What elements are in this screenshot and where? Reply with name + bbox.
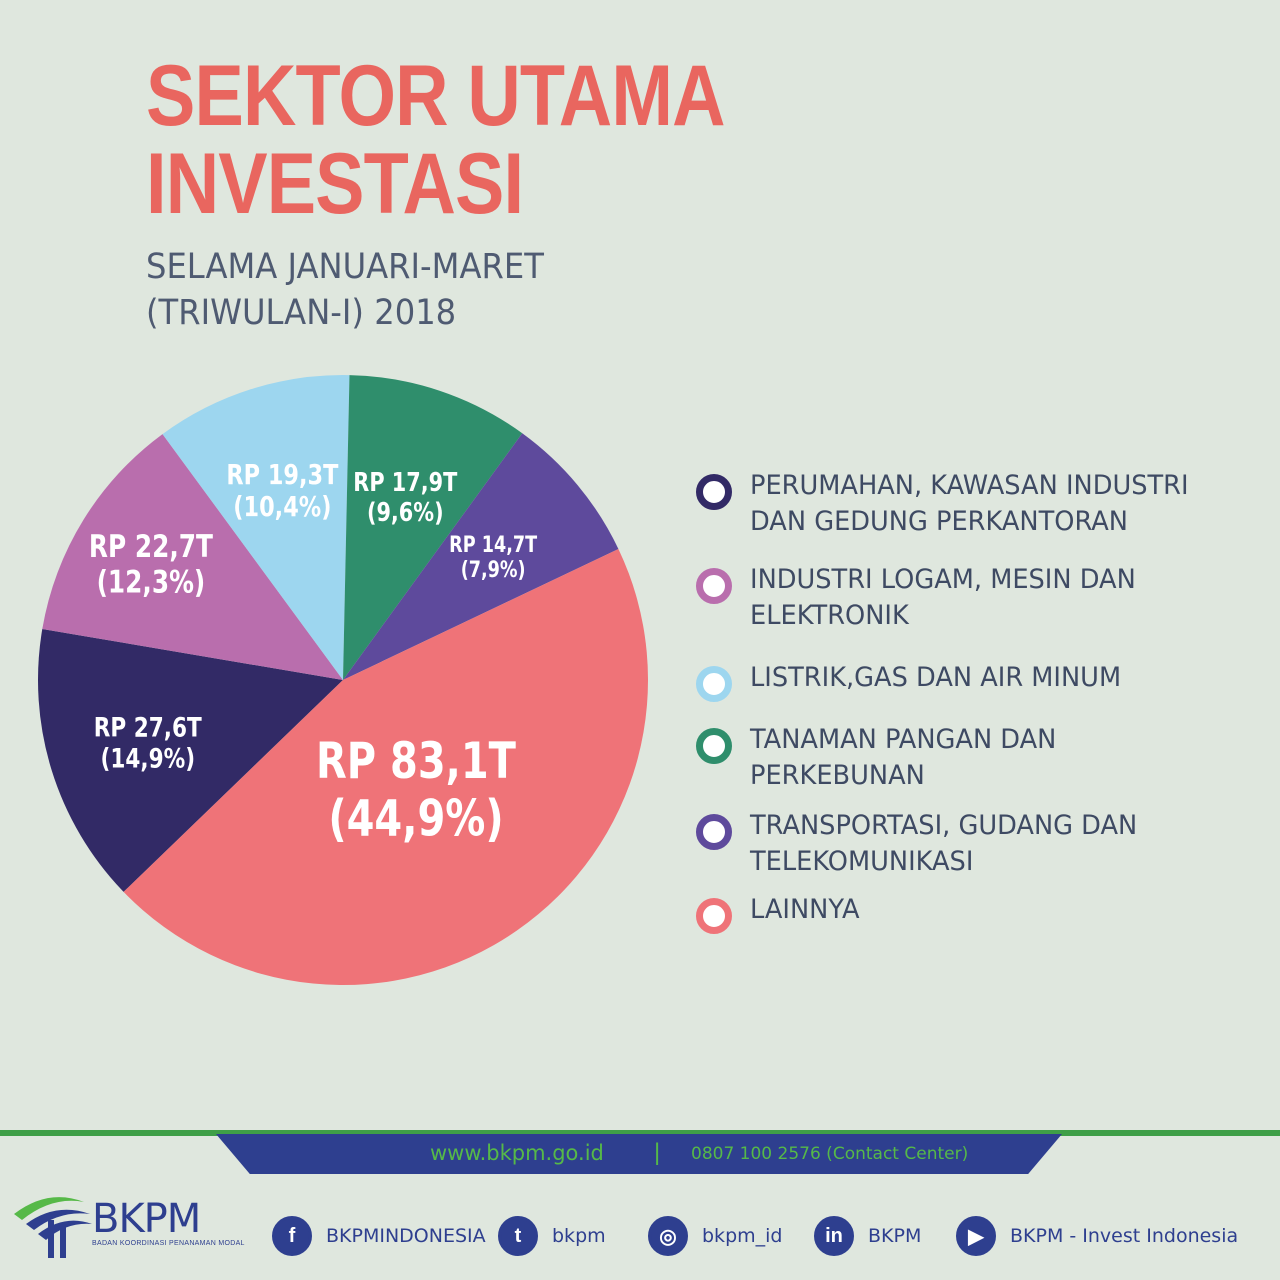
legend-label-line-1: LAINNYA [750, 894, 860, 925]
slice-value-label: RP 22,7T [89, 528, 213, 564]
slice-value-label: RP 14,7T [449, 532, 537, 557]
legend-label: PERUMAHAN, KAWASAN INDUSTRI DAN GEDUNG PE… [750, 468, 1189, 540]
slice-percent-label: (7,9%) [461, 557, 526, 582]
linkedin-icon[interactable]: in [814, 1216, 854, 1256]
brand-name: BKPM [92, 1196, 201, 1242]
pie-slice-1 [37, 629, 343, 892]
legend-label-line-1: TANAMAN PANGAN DAN [750, 724, 1057, 755]
legend-swatch [696, 474, 732, 510]
subtitle-line-2: (TRIWULAN-I) 2018 [146, 293, 457, 333]
title-line-2: INVESTASI [146, 136, 524, 232]
title-line-1: SEKTOR UTAMA [146, 48, 725, 144]
social-link-1[interactable]: f BKPMINDONESIA [272, 1214, 486, 1258]
slice-label-5: RP 14,7T(7,9%) [449, 532, 537, 583]
legend-label-line-2: DAN GEDUNG PERKANTORAN [750, 506, 1128, 537]
subtitle-line-1: SELAMA JANUARI-MARET [146, 247, 544, 287]
pie-slice-2 [42, 434, 343, 680]
slice-label-2: RP 22,7T(12,3%) [89, 528, 213, 600]
legend-label: LAINNYA [750, 892, 860, 928]
slice-percent-label: (44,9%) [328, 789, 503, 848]
legend-swatch [696, 814, 732, 850]
legend-label-line-1: TRANSPORTASI, GUDANG DAN [750, 810, 1138, 841]
pie-chart: RP 27,6T(14,9%)RP 22,7T(12,3%)RP 19,3T(1… [37, 375, 648, 986]
social-link-4[interactable]: in BKPM [814, 1214, 921, 1258]
legend-label-line-2: TELEKOMUNIKASI [750, 846, 974, 877]
social-label[interactable]: bkpm [552, 1225, 606, 1247]
website-link[interactable]: www.bkpm.go.id [430, 1141, 604, 1165]
legend-label: INDUSTRI LOGAM, MESIN DAN ELEKTRONIK [750, 562, 1136, 634]
contact-phone: 0807 100 2576 (Contact Center) [691, 1144, 969, 1164]
brand-subtitle: BADAN KOORDINASI PENANAMAN MODAL [92, 1240, 245, 1247]
pie-slice-5 [343, 433, 619, 680]
social-label[interactable]: bkpm_id [702, 1225, 783, 1247]
page-title: SEKTOR UTAMA INVESTASI [146, 52, 725, 228]
legend-label-line-1: PERUMAHAN, KAWASAN INDUSTRI [750, 470, 1189, 501]
slice-label-1: RP 27,6T(14,9%) [94, 711, 202, 774]
instagram-icon[interactable]: ◎ [648, 1216, 688, 1256]
pie-slice-4 [343, 375, 523, 680]
social-label[interactable]: BKPM - Invest Indonesia [1010, 1225, 1239, 1247]
slice-label-3: RP 19,3T(10,4%) [226, 457, 339, 522]
slice-value-label: RP 17,9T [353, 467, 457, 498]
slice-value-label: RP 83,1T [316, 731, 516, 790]
legend-label-line-1: LISTRIK,GAS DAN AIR MINUM [750, 662, 1122, 693]
slice-percent-label: (14,9%) [100, 742, 195, 774]
bkpm-logo-icon [14, 1197, 92, 1258]
pie-slice-3 [162, 375, 350, 680]
slice-percent-label: (10,4%) [233, 490, 331, 523]
legend-swatch [696, 666, 732, 702]
social-label[interactable]: BKPMINDONESIA [326, 1225, 486, 1247]
legend-label-line-2: PERKEBUNAN [750, 760, 925, 791]
social-label[interactable]: BKPM [868, 1225, 922, 1247]
footer-green-line [0, 1130, 1280, 1136]
legend-swatch [696, 568, 732, 604]
twitter-icon[interactable]: t [498, 1216, 538, 1256]
youtube-icon[interactable]: ▶ [956, 1216, 996, 1256]
legend-label: LISTRIK,GAS DAN AIR MINUM [750, 660, 1121, 696]
pie-slice-6 [123, 548, 648, 986]
slice-label-6: RP 83,1T(44,9%) [316, 731, 516, 847]
slice-value-label: RP 19,3T [226, 457, 339, 490]
legend-label: TANAMAN PANGAN DAN PERKEBUNAN [750, 722, 1056, 794]
social-link-3[interactable]: ◎ bkpm_id [648, 1214, 782, 1258]
legend-label: TRANSPORTASI, GUDANG DAN TELEKOMUNIKASI [750, 808, 1137, 880]
legend-label-line-1: INDUSTRI LOGAM, MESIN DAN [750, 564, 1136, 595]
legend-label-line-2: ELEKTRONIK [750, 600, 909, 631]
facebook-icon[interactable]: f [272, 1216, 312, 1256]
slice-label-4: RP 17,9T(9,6%) [353, 467, 457, 528]
social-link-2[interactable]: t bkpm [498, 1214, 606, 1258]
footer-separator: | [654, 1139, 661, 1166]
slice-percent-label: (12,3%) [97, 564, 206, 600]
slice-percent-label: (9,6%) [367, 497, 444, 528]
subtitle: SELAMA JANUARI-MARET (TRIWULAN-I) 2018 [146, 244, 544, 336]
legend-swatch [696, 898, 732, 934]
legend-swatch [696, 728, 732, 764]
footer-contact-bar [216, 1134, 1062, 1174]
slice-value-label: RP 27,6T [94, 711, 202, 743]
social-link-5[interactable]: ▶ BKPM - Invest Indonesia [956, 1214, 1238, 1258]
